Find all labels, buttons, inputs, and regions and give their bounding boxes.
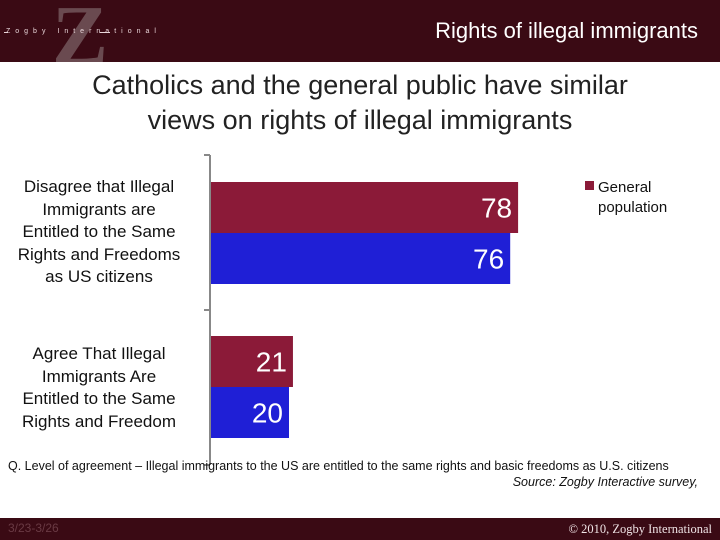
category-label-line: Immigrants are [42,199,156,219]
logo-rule-right [100,32,110,33]
header-band: Z Zogby International Rights of illegal … [0,0,720,62]
category-label-disagree: Disagree that Illegal Immigrants are Ent… [0,176,198,289]
data-label-general-population-1: 78 [481,193,512,224]
category-label-agree: Agree That Illegal Immigrants Are Entitl… [0,343,198,433]
logo-text: Zogby International [6,28,161,35]
bar-second-series-2 [210,387,289,438]
data-label-second-series-2: 20 [252,398,283,429]
category-label-line: Disagree that Illegal [23,177,175,196]
slide-title: Catholics and the general public have si… [0,68,720,138]
footnote-source: Source: Zogby Interactive survey, [512,475,698,489]
slide-title-line-1: Catholics and the general public have si… [92,70,628,100]
bar-general-population-2 [210,336,293,387]
data-label-general-population-2: 21 [256,347,287,378]
footnote: Q. Level of agreement – Illegal immigran… [8,458,712,489]
footer-date: 3/23-3/26 [8,521,59,535]
category-label-line: Immigrants Are [41,366,157,386]
header-title: Rights of illegal immigrants [435,18,698,43]
category-label-line: Rights and Freedom [21,411,177,431]
legend-swatch-general-population [585,181,594,190]
bar-second-series-1 [210,233,511,284]
legend-label-line: General [598,179,652,196]
logo-rule-left [4,32,8,33]
footer-band: 3/23-3/26 © 2010, Zogby International [0,518,720,540]
footnote-question: Q. Level of agreement – Illegal immigran… [8,459,669,473]
category-label-line: Entitled to the Same [22,222,176,241]
category-label-line: Rights and Freedoms [17,244,181,264]
slide-title-line-2: views on rights of illegal immigrants [147,105,573,135]
footer-copyright: © 2010, Zogby International [568,522,713,536]
category-label-line: Agree That Illegal [32,344,166,363]
category-label-line: Entitled to the Same [22,389,176,408]
logo-letter: Z [52,0,109,62]
category-label-line: as US citizens [45,267,153,286]
legend-label-general-population: General population [598,178,698,218]
bar-general-population-1 [210,182,519,233]
legend-label-line: population [598,199,668,216]
data-label-second-series-1: 76 [473,244,504,275]
